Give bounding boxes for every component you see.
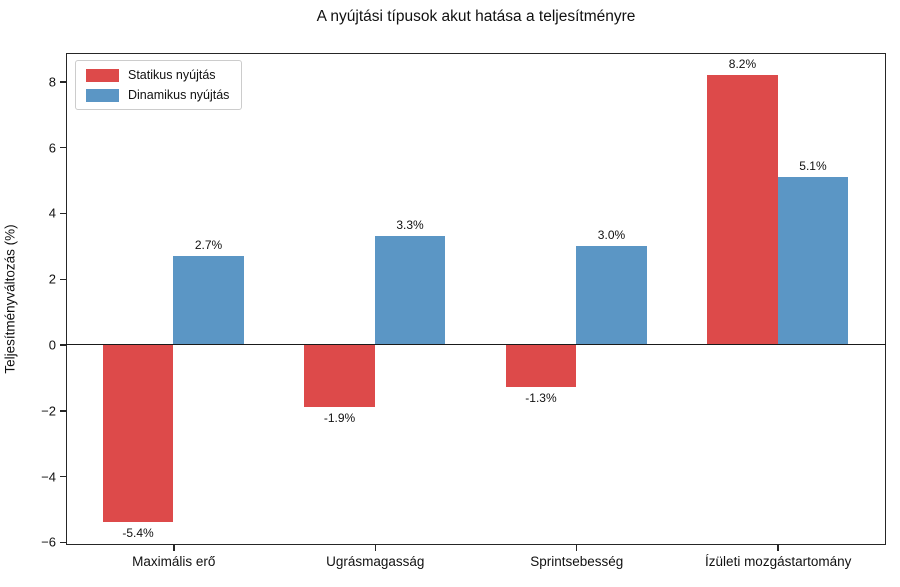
y-tick-label: 4: [48, 205, 56, 221]
y-tick-mark: [60, 212, 66, 215]
bar-statikus-2: [505, 344, 577, 388]
legend-item-statikus: Statikus nyújtás: [86, 68, 229, 82]
y-tick-label: −4: [41, 469, 56, 485]
bar-statikus-3: [707, 74, 778, 345]
y-tick-mark: [60, 278, 66, 281]
legend-swatch-statikus: [86, 68, 119, 82]
bar-dinamikus-1: [374, 236, 446, 345]
zero-line: [65, 343, 886, 346]
bar-dinamikus-0: [173, 255, 244, 345]
legend-item-dinamikus: Dinamikus nyújtás: [86, 88, 229, 102]
legend: Statikus nyújtás Dinamikus nyújtás: [75, 60, 243, 110]
x-tick-mark: [173, 545, 175, 551]
bar-value-label: -5.4%: [122, 526, 154, 541]
x-category-label-1: Ugrásmagasság: [326, 554, 425, 569]
y-tick-label: −6: [41, 534, 56, 550]
plot-area: Statikus nyújtás Dinamikus nyújtás -5.4%…: [65, 53, 886, 545]
x-category-label-0: Maximális erő: [132, 554, 216, 569]
legend-label-dinamikus: Dinamikus nyújtás: [128, 88, 230, 102]
bar-value-label: 2.7%: [194, 237, 223, 252]
y-tick-mark: [60, 344, 66, 346]
x-tick-mark: [374, 545, 376, 551]
y-tick-mark: [60, 541, 66, 544]
x-category-label-3: Ízületi mozgástartomány: [705, 554, 852, 569]
bar-value-label: -1.3%: [525, 391, 557, 406]
y-tick-label: 0: [48, 337, 56, 353]
y-tick-label: −2: [41, 403, 56, 419]
y-tick-mark: [60, 81, 66, 83]
y-tick-mark: [60, 146, 66, 149]
y-tick-label: 2: [48, 271, 56, 287]
y-tick-mark: [60, 475, 66, 478]
bar-value-label: 3.0%: [597, 227, 626, 242]
x-tick-mark: [575, 545, 578, 551]
bar-statikus-1: [304, 344, 375, 408]
chart-title: A nyújtási típusok akut hatása a teljesí…: [316, 8, 636, 25]
bar-value-label: 5.1%: [799, 158, 827, 173]
bar-value-label: 8.2%: [728, 56, 757, 71]
bar-value-label: 3.3%: [396, 218, 424, 232]
legend-swatch-dinamikus: [86, 88, 119, 102]
bar-statikus-0: [102, 344, 174, 523]
y-tick-label: 6: [48, 140, 56, 156]
bar-dinamikus-3: [777, 176, 849, 345]
legend-label-statikus: Statikus nyújtás: [128, 68, 216, 82]
bar-dinamikus-2: [576, 245, 647, 345]
y-tick-mark: [60, 410, 66, 412]
x-category-label-2: Sprintsebesség: [530, 554, 624, 569]
bar-value-label: -1.9%: [323, 411, 356, 426]
x-tick-mark: [777, 545, 779, 551]
y-tick-label: 8: [48, 74, 56, 90]
